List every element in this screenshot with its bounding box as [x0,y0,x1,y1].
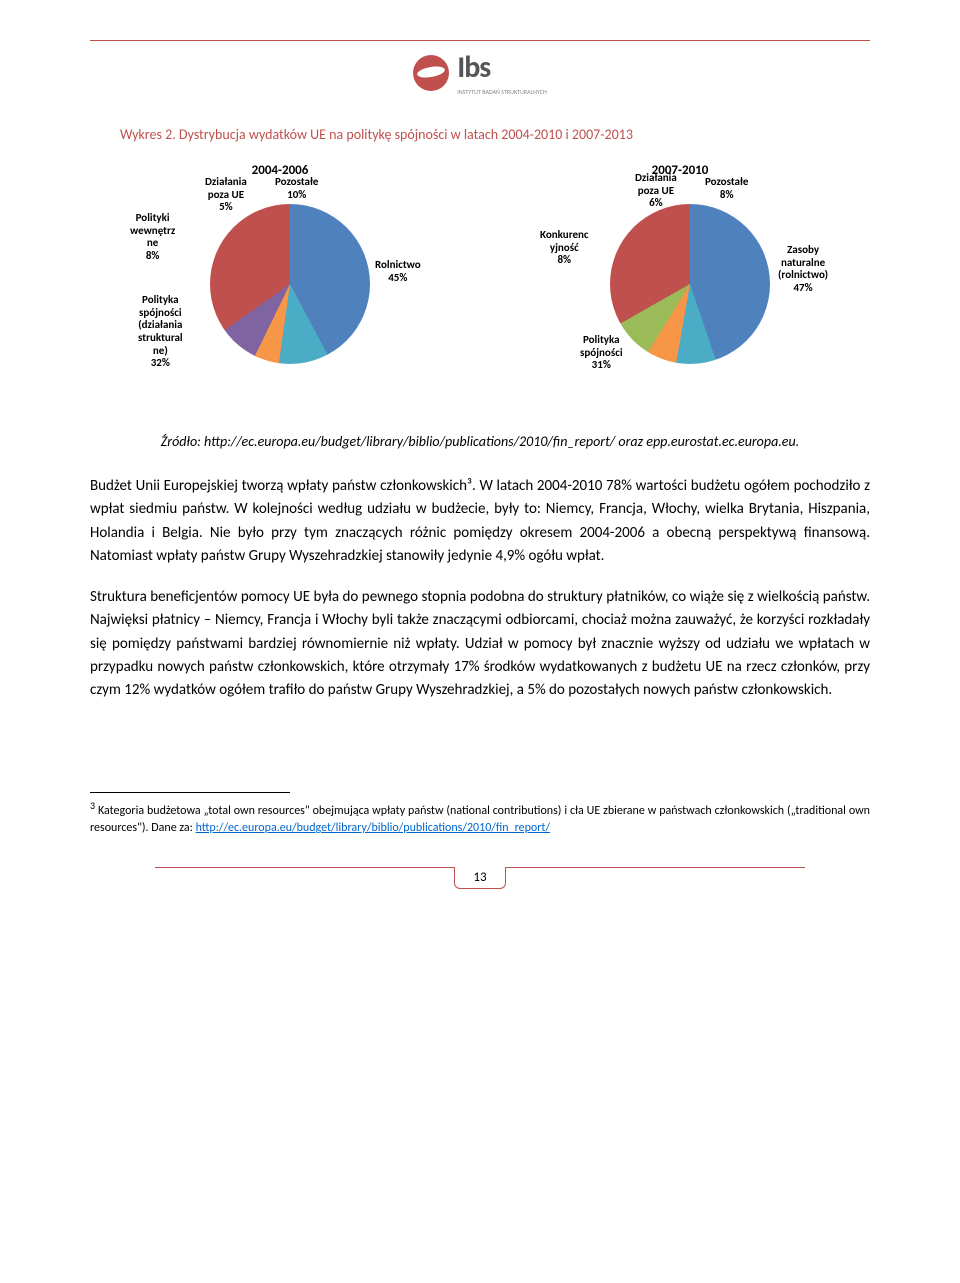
pie-chart-2004-2006: 2004-2006 Rolnictwo 45% Pozostałe 10% Dz… [110,163,450,393]
lbl-spojnosci-r: Polityka spójności 31% [580,334,623,372]
lbl-rolnictwo: Rolnictwo 45% [375,259,421,284]
chart-year-right: 2007-2010 [510,163,850,178]
page-number: 13 [454,867,505,889]
lbl-polityki: Polityki wewnętrz ne 8% [130,212,175,263]
page-number-box: 13 [90,867,870,889]
lbl-dzialania-l: Działania poza UE 5% [205,176,247,214]
logo-mark-icon [413,55,449,91]
top-rule [90,40,870,41]
paragraph-1: Budżet Unii Europejskiej tworzą wpłaty p… [90,475,870,568]
pie-left [210,204,370,364]
lbl-dzialania-r: Działania poza UE 6% [635,172,677,210]
pie-chart-2007-2010: 2007-2010 Zasoby naturalne (rolnictwo) 4… [510,163,850,393]
lbl-pozostale-l: Pozostałe 10% [275,176,318,201]
pie-right [610,204,770,364]
pie-wrap-left: Rolnictwo 45% Pozostałe 10% Działania po… [110,184,450,384]
footnote-rule [90,792,290,793]
header-logo: Ibs INSTYTUT BADAŃ STRUKTURALNYCH [90,49,870,96]
logo-subtext: INSTYTUT BADAŃ STRUKTURALNYCH [457,88,546,96]
lbl-zasoby: Zasoby naturalne (rolnictwo) 47% [778,244,828,295]
charts-row: 2004-2006 Rolnictwo 45% Pozostałe 10% Dz… [90,163,870,393]
lbl-konkur: Konkurenc yjność 8% [540,229,589,267]
lbl-pozostale-r: Pozostałe 8% [705,176,748,201]
logo-text-block: Ibs INSTYTUT BADAŃ STRUKTURALNYCH [457,49,546,96]
logo-text: Ibs [457,49,546,86]
lbl-spojnosci-l: Polityka spójności (działania struktural… [138,294,183,370]
paragraph-2: Struktura beneficjentów pomocy UE była d… [90,586,870,702]
footnote: 3 Kategoria budżetowa „total own resourc… [90,799,870,837]
footnote-link[interactable]: http://ec.europa.eu/budget/library/bibli… [196,821,550,835]
pie-wrap-right: Zasoby naturalne (rolnictwo) 47% Pozosta… [510,184,850,384]
source-line: Źródło: http://ec.europa.eu/budget/libra… [150,433,810,451]
figure-caption: Wykres 2. Dystrybucja wydatków UE na pol… [120,126,870,143]
document-page: Ibs INSTYTUT BADAŃ STRUKTURALNYCH Wykres… [0,0,960,919]
